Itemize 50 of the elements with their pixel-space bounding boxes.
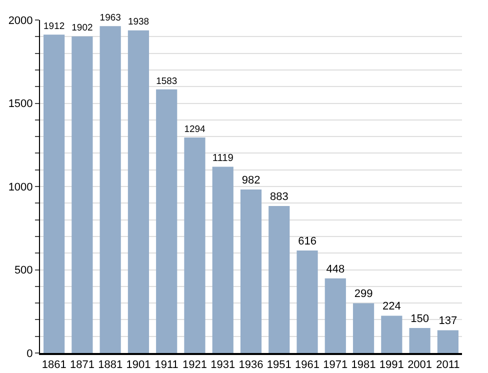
data-label: 1583 [156,76,178,87]
y-tick-label: 1500 [8,98,33,110]
y-tick-label: 2000 [8,14,33,27]
bar [324,278,346,353]
x-tick-label: 1881 [98,358,123,371]
bar [240,190,262,353]
data-label: 1963 [100,12,121,24]
data-label: 883 [270,190,288,203]
bar [156,89,178,353]
x-tick-label: 1901 [126,358,151,371]
data-label: 982 [242,174,260,186]
y-tick-label: 500 [14,264,33,277]
x-tick-label: 1861 [42,358,66,371]
bar [100,26,121,353]
data-label: 1294 [184,124,206,135]
bar [128,30,150,353]
x-tick-label: 1991 [379,358,404,371]
x-tick-label: 2011 [436,358,460,371]
bar [437,330,458,353]
data-label: 448 [326,263,345,276]
data-label: 1902 [72,22,93,34]
x-tick-label: 1971 [323,358,348,371]
bar [184,138,206,353]
x-tick-label: 1981 [351,358,376,371]
bar [44,34,65,353]
data-label: 616 [298,235,316,248]
y-tick-label: 0 [26,348,33,360]
x-tick-label: 1931 [210,358,236,371]
data-label: 1938 [128,16,150,28]
x-tick-label: 1936 [238,358,264,371]
x-tick-label: 2001 [408,358,432,371]
y-tick-label: 1000 [8,181,33,194]
data-label: 299 [354,288,373,300]
bar [409,328,430,353]
data-label: 1119 [212,152,234,164]
bar [296,250,318,353]
x-tick-label: 1911 [154,358,178,371]
bar [352,303,374,353]
data-label: 1912 [44,21,65,32]
x-tick-label: 1961 [295,358,320,371]
x-tick-label: 1871 [70,358,94,371]
bar [381,316,402,353]
bar [72,36,93,353]
data-label: 150 [410,313,429,326]
data-label: 224 [382,300,401,313]
bar [268,206,290,353]
data-label: 137 [438,315,458,328]
bar [212,166,234,353]
x-tick-label: 1921 [182,358,207,371]
x-tick-label: 1951 [266,358,292,371]
